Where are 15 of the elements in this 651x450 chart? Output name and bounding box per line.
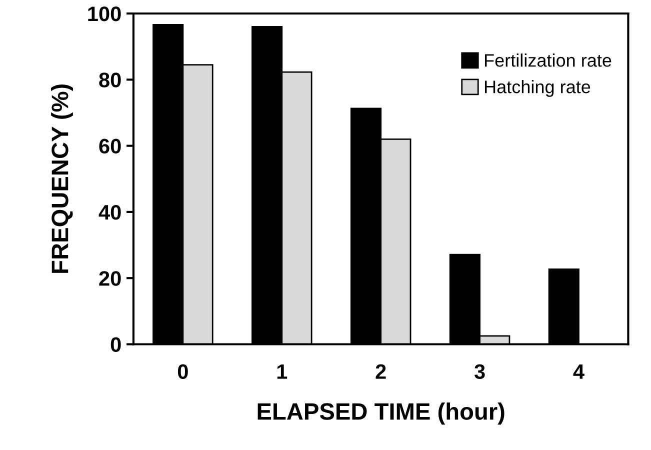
- y-tick-label: 100: [88, 6, 121, 22]
- x-axis-title: ELAPSED TIME (hour): [258, 402, 504, 425]
- x-tick-label: 0: [178, 364, 188, 379]
- x-tick-label: 3: [474, 364, 485, 380]
- legend-label: Fertilization rate: [485, 54, 612, 67]
- y-tick-label: 80: [99, 72, 121, 88]
- x-tick-label: 2: [376, 364, 386, 379]
- x-tick-label: 1: [277, 364, 288, 379]
- legend-label: Hatching rate: [485, 80, 590, 97]
- y-axis-title: FREQUENCY (%): [50, 84, 74, 273]
- x-tick-label: 4: [573, 364, 584, 379]
- y-tick-label: 0: [110, 337, 121, 352]
- y-tick-label: 60: [99, 138, 121, 154]
- y-tick-label: 20: [99, 271, 121, 286]
- y-tick-label: 40: [98, 204, 121, 220]
